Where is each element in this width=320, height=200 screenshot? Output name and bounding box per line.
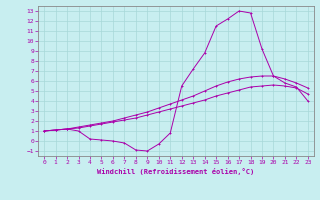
X-axis label: Windchill (Refroidissement éolien,°C): Windchill (Refroidissement éolien,°C) [97,168,255,175]
